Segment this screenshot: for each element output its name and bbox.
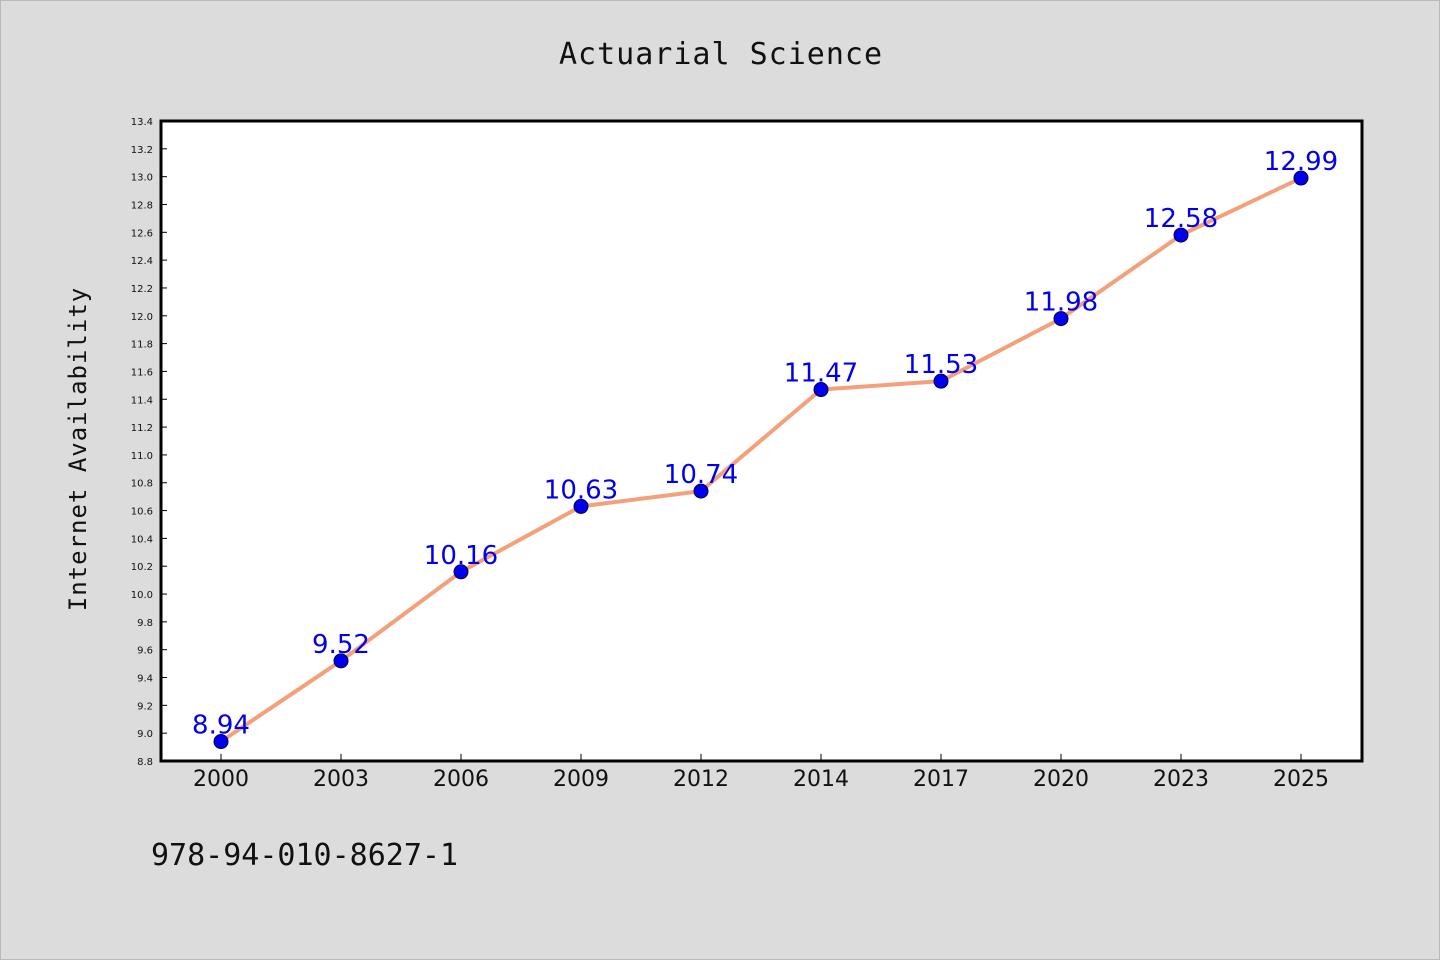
- x-tick-label: 2003: [313, 767, 369, 792]
- footer-identifier: 978-94-010-8627-1: [151, 838, 458, 873]
- data-point: [813, 382, 829, 398]
- y-tick-label: 9.4: [137, 674, 153, 685]
- x-tick-label: 2006: [433, 767, 489, 792]
- x-tick-label: 2012: [673, 767, 729, 792]
- data-point: [213, 734, 229, 750]
- data-label: 9.52: [312, 630, 370, 660]
- data-markers: [213, 170, 1309, 750]
- y-tick-label: 9.0: [137, 729, 153, 740]
- y-tick-label: 10.2: [131, 562, 153, 573]
- data-label: 11.47: [784, 359, 858, 389]
- y-tick-label: 9.6: [137, 646, 153, 657]
- y-tick-label: 12.0: [131, 312, 153, 323]
- y-tick-label: 8.8: [137, 757, 153, 768]
- y-tick-label: 13.4: [131, 117, 153, 128]
- data-label: 12.99: [1264, 147, 1338, 177]
- series-line: [219, 176, 1302, 744]
- data-point: [1293, 170, 1309, 186]
- x-tick-label: 2000: [193, 767, 249, 792]
- y-tick-label: 9.2: [137, 701, 153, 712]
- y-tick-label: 11.2: [131, 423, 153, 434]
- y-tick-label: 10.8: [131, 479, 153, 490]
- y-tick-label: 11.4: [131, 395, 153, 406]
- data-label: 11.53: [904, 350, 978, 380]
- data-point: [453, 564, 469, 580]
- x-tick-label: 2025: [1273, 767, 1329, 792]
- chart-title: Actuarial Science: [559, 37, 883, 72]
- data-label: 10.16: [424, 541, 498, 571]
- y-tick-label: 12.8: [131, 200, 153, 211]
- data-point: [1053, 311, 1069, 327]
- y-tick-label: 11.6: [131, 367, 153, 378]
- data-label: 12.58: [1144, 204, 1218, 234]
- data-point: [693, 483, 709, 499]
- data-label: 10.74: [664, 460, 738, 490]
- data-label: 8.94: [192, 711, 250, 741]
- x-tick-label: 2020: [1033, 767, 1089, 792]
- data-labels: 8.94 9.52 10.16 10.63 10.74 11.47 11.53 11.98 12…: [192, 147, 1338, 740]
- plot-frame: [159, 119, 1364, 763]
- data-point: [333, 653, 349, 669]
- y-tick-label: 12.4: [131, 256, 153, 267]
- y-axis: 8.8 9.0 9.2 9.4 9.6 9.8 10.0 10.2 10.4 10.6 10.8 11…: [131, 117, 167, 768]
- y-tick-label: 11.0: [131, 451, 153, 462]
- x-tick-label: 2009: [553, 767, 609, 792]
- y-tick-label: 10.0: [131, 590, 153, 601]
- y-tick-label: 10.4: [131, 534, 153, 545]
- data-point: [573, 498, 589, 514]
- data-point: [1173, 227, 1189, 243]
- x-tick-label: 2017: [913, 767, 969, 792]
- data-point: [933, 373, 949, 389]
- y-tick-label: 12.6: [131, 228, 153, 239]
- y-tick-label: 11.8: [131, 340, 153, 351]
- data-label: 10.63: [544, 475, 618, 505]
- x-tick-label: 2023: [1153, 767, 1209, 792]
- x-axis: 2000 2003 2006 2009 2012 2014 2017 2020 2023 2025: [193, 754, 1329, 792]
- y-tick-label: 10.6: [131, 507, 153, 518]
- data-label: 11.98: [1024, 288, 1098, 318]
- x-tick-label: 2014: [793, 767, 849, 792]
- y-tick-label: 9.8: [137, 618, 153, 629]
- y-axis-label: Internet Availability: [64, 287, 92, 611]
- y-tick-label: 12.2: [131, 284, 153, 295]
- y-tick-label: 13.2: [131, 145, 153, 156]
- y-tick-label: 13.0: [131, 173, 153, 184]
